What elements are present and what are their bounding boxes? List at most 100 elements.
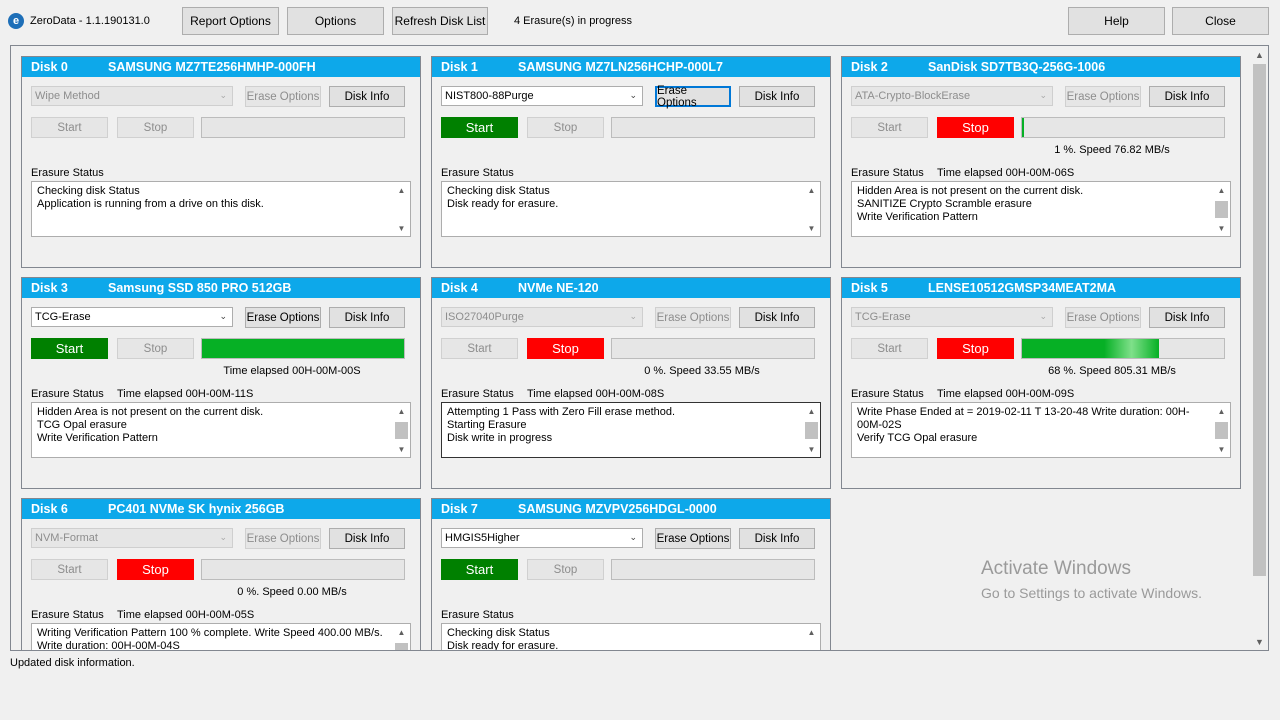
erasure-status-box[interactable]: Write Phase Ended at = 2019-02-11 T 13-2… xyxy=(851,402,1231,458)
scroll-thumb[interactable] xyxy=(805,422,818,439)
scroll-down-icon[interactable]: ▼ xyxy=(397,223,406,233)
disk-info-button[interactable]: Disk Info xyxy=(329,86,405,107)
status-scrollbar[interactable]: ▲▼ xyxy=(803,403,820,457)
wipe-method-value: NVM-Format xyxy=(35,532,98,544)
scroll-up-icon[interactable]: ▲ xyxy=(1217,406,1226,416)
scroll-up-icon[interactable]: ▲ xyxy=(397,185,406,195)
start-button[interactable]: Start xyxy=(31,117,108,138)
erase-options-button[interactable]: Erase Options xyxy=(245,528,321,549)
start-button[interactable]: Start xyxy=(851,117,928,138)
close-button[interactable]: Close xyxy=(1172,7,1269,35)
erasure-status-box[interactable]: Checking disk Status Disk ready for erasu… xyxy=(441,181,821,237)
start-button[interactable]: Start xyxy=(441,117,518,138)
scroll-up-icon[interactable]: ▲ xyxy=(397,406,406,416)
scroll-up-icon[interactable]: ▲ xyxy=(807,185,816,195)
scroll-thumb[interactable] xyxy=(1215,422,1228,439)
disk-info-button[interactable]: Disk Info xyxy=(329,307,405,328)
erasure-status-label: Erasure Status xyxy=(441,609,514,621)
scroll-down-icon[interactable]: ▼ xyxy=(397,444,406,454)
scroll-up-icon[interactable]: ▲ xyxy=(397,627,406,637)
chevron-down-icon: ⌄ xyxy=(629,311,637,321)
stop-button[interactable]: Stop xyxy=(937,117,1014,138)
start-button[interactable]: Start xyxy=(441,559,518,580)
status-scrollbar[interactable]: ▲▼ xyxy=(803,182,820,236)
erasure-status-box[interactable]: Hidden Area is not present on the curren… xyxy=(851,181,1231,237)
erasure-status-box[interactable]: Attempting 1 Pass with Zero Fill erase m… xyxy=(441,402,821,458)
refresh-disk-list-button[interactable]: Refresh Disk List xyxy=(392,7,488,35)
erase-options-button[interactable]: Erase Options xyxy=(655,85,731,109)
scroll-down-icon[interactable]: ▼ xyxy=(807,444,816,454)
stop-button[interactable]: Stop xyxy=(527,559,604,580)
scroll-up-icon[interactable]: ▲ xyxy=(1217,185,1226,195)
disk-info-button[interactable]: Disk Info xyxy=(739,86,815,107)
status-line: 00M-02S xyxy=(857,419,902,431)
scroll-thumb[interactable] xyxy=(395,643,408,650)
status-scrollbar[interactable]: ▲▼ xyxy=(393,624,410,650)
wipe-method-select[interactable]: TCG-Erase ⌄ xyxy=(851,307,1053,327)
wipe-method-select[interactable]: HMGIS5Higher ⌄ xyxy=(441,528,643,548)
erasure-status-box[interactable]: Checking disk Status Disk ready for erasu… xyxy=(441,623,821,650)
scroll-up-icon[interactable]: ▲ xyxy=(1255,49,1264,60)
stop-button[interactable]: Stop xyxy=(117,338,194,359)
start-button[interactable]: Start xyxy=(31,559,108,580)
stop-button[interactable]: Stop xyxy=(117,117,194,138)
start-button[interactable]: Start xyxy=(441,338,518,359)
erase-options-button[interactable]: Erase Options xyxy=(655,307,731,328)
options-button[interactable]: Options xyxy=(287,7,384,35)
scroll-up-icon[interactable]: ▲ xyxy=(807,406,816,416)
scroll-thumb[interactable] xyxy=(1215,201,1228,218)
status-scrollbar[interactable]: ▲▼ xyxy=(1213,403,1230,457)
disk-info-button[interactable]: Disk Info xyxy=(739,528,815,549)
status-scrollbar[interactable]: ▲▼ xyxy=(1213,182,1230,236)
start-button[interactable]: Start xyxy=(851,338,928,359)
erase-options-button[interactable]: Erase Options xyxy=(655,528,731,549)
stop-button[interactable]: Stop xyxy=(527,117,604,138)
stop-button[interactable]: Stop xyxy=(117,559,194,580)
status-line: Checking disk Status xyxy=(447,185,550,197)
disk-info-button[interactable]: Disk Info xyxy=(739,307,815,328)
wipe-method-value: NIST800-88Purge xyxy=(445,90,534,102)
start-button[interactable]: Start xyxy=(31,338,108,359)
scroll-down-icon[interactable]: ▼ xyxy=(1217,444,1226,454)
erase-options-button[interactable]: Erase Options xyxy=(1065,86,1141,107)
speed-label: 1 %. Speed 76.82 MB/s xyxy=(1054,144,1170,156)
disk-panel-area: ▲ ▼ Disk 0 SAMSUNG MZ7TE256HMHP-000FH Wipe… xyxy=(10,45,1269,651)
wipe-method-value: HMGIS5Higher xyxy=(445,532,520,544)
erase-options-button[interactable]: Erase Options xyxy=(245,86,321,107)
scroll-thumb[interactable] xyxy=(395,422,408,439)
wipe-method-select[interactable]: TCG-Erase ⌄ xyxy=(31,307,233,327)
wipe-method-select[interactable]: ISO27040Purge ⌄ xyxy=(441,307,643,327)
erase-options-button[interactable]: Erase Options xyxy=(1065,307,1141,328)
status-scrollbar[interactable]: ▲▼ xyxy=(393,403,410,457)
wipe-method-select[interactable]: NVM-Format ⌄ xyxy=(31,528,233,548)
scroll-up-icon[interactable]: ▲ xyxy=(807,627,816,637)
scroll-down-icon[interactable]: ▼ xyxy=(1255,636,1264,647)
stop-button[interactable]: Stop xyxy=(937,338,1014,359)
wipe-method-select[interactable]: NIST800-88Purge ⌄ xyxy=(441,86,643,106)
disk-info-button[interactable]: Disk Info xyxy=(329,528,405,549)
scroll-thumb[interactable] xyxy=(1253,64,1266,576)
erase-options-button[interactable]: Erase Options xyxy=(245,307,321,328)
wipe-method-select[interactable]: Wipe Method ⌄ xyxy=(31,86,233,106)
report-options-button[interactable]: Report Options xyxy=(182,7,279,35)
disk-model: SAMSUNG MZ7TE256HMHP-000FH xyxy=(108,60,316,74)
disk-info-button[interactable]: Disk Info xyxy=(1149,307,1225,328)
erasure-status-box[interactable]: Writing Verification Pattern 100 % compl… xyxy=(31,623,411,650)
disk-number: Disk 2 xyxy=(851,60,888,74)
disk-number: Disk 0 xyxy=(31,60,68,74)
erasure-status-box[interactable]: Checking disk Status Application is runni… xyxy=(31,181,411,237)
speed-label: 0 %. Speed 33.55 MB/s xyxy=(644,365,760,377)
scroll-down-icon[interactable]: ▼ xyxy=(807,223,816,233)
disk-info-button[interactable]: Disk Info xyxy=(1149,86,1225,107)
status-scrollbar[interactable]: ▲▼ xyxy=(393,182,410,236)
wipe-method-select[interactable]: ATA-Crypto-BlockErase ⌄ xyxy=(851,86,1053,106)
erasure-status-box[interactable]: Hidden Area is not present on the curren… xyxy=(31,402,411,458)
main-scrollbar[interactable]: ▲ ▼ xyxy=(1251,46,1268,650)
status-scrollbar[interactable]: ▲▼ xyxy=(803,624,820,650)
stop-button[interactable]: Stop xyxy=(527,338,604,359)
help-button[interactable]: Help xyxy=(1068,7,1165,35)
progress-bar xyxy=(201,117,405,138)
scroll-down-icon[interactable]: ▼ xyxy=(1217,223,1226,233)
chevron-down-icon: ⌄ xyxy=(219,311,227,321)
time-elapsed-label: Time elapsed 00H-00M-09S xyxy=(937,388,1075,400)
